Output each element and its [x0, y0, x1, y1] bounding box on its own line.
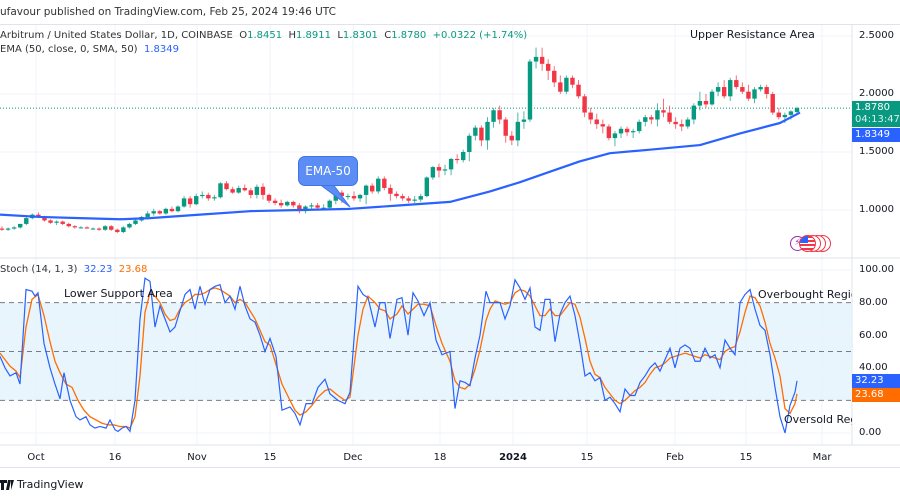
ema-legend[interactable]: EMA (50, close, 0, SMA, 50) 1.8349 — [0, 44, 179, 55]
stoch-k-tag: 32.23 — [852, 374, 900, 388]
time-tick: 15 — [263, 452, 277, 463]
stoch-d-value: 23.68 — [118, 264, 148, 275]
ema-label: EMA (50, close, 0, SMA, 50) — [0, 44, 138, 55]
tradingview-footer[interactable]: TradingView — [0, 478, 83, 491]
time-tick: 15 — [739, 452, 753, 463]
time-tick: 18 — [433, 452, 447, 463]
stoch-tick: 40.00 — [859, 362, 888, 373]
stoch-tick: 80.00 — [859, 297, 888, 308]
time-tick: Nov — [187, 452, 207, 463]
stoch-tick: 100.00 — [859, 264, 894, 275]
time-tick: Feb — [666, 452, 684, 463]
stoch-k-value: 32.23 — [83, 264, 113, 275]
change-value: +0.0322 (+1.74%) — [432, 30, 528, 41]
open-value: 1.8451 — [247, 30, 283, 41]
brand-name: TradingView — [17, 478, 84, 491]
time-tick: Dec — [343, 452, 363, 463]
stoch-tick: 60.00 — [859, 330, 888, 341]
header-divider — [0, 24, 900, 25]
stoch-d-tag: 23.68 — [852, 388, 900, 402]
time-tick: 2024 — [499, 452, 527, 463]
stoch-legend[interactable]: Stoch (14, 1, 3) 32.23 23.68 — [0, 264, 147, 275]
high-value: 1.8911 — [295, 30, 331, 41]
upper-resistance-annotation[interactable]: Upper Resistance Area — [690, 28, 815, 41]
time-tick: 16 — [108, 452, 122, 463]
footer-divider — [0, 467, 900, 468]
symbol-title: Arbitrum / United States Dollar, 1D, COI… — [0, 30, 233, 41]
stoch-tick: 0.00 — [859, 427, 882, 438]
events-icons[interactable]: ⚡ — [790, 235, 840, 253]
time-tick: Oct — [27, 452, 45, 463]
time-tick: Mar — [812, 452, 832, 463]
low-value: 1.8301 — [342, 30, 378, 41]
ema-value: 1.8349 — [143, 44, 179, 55]
close-value: 1.8780 — [391, 30, 427, 41]
ema-price-tag: 1.8349 — [852, 128, 900, 142]
lower-support-annotation[interactable]: Lower Support Area — [64, 287, 173, 300]
price-tick: 2.0000 — [859, 88, 894, 99]
price-tick: 1.0000 — [859, 204, 894, 215]
price-tick: 1.5000 — [859, 146, 894, 157]
price-tick: 2.5000 — [859, 30, 894, 41]
time-tick: 15 — [580, 452, 594, 463]
published-byline: ufavour published on TradingView.com, Fe… — [0, 6, 336, 18]
tradingview-logo-icon — [0, 479, 14, 490]
bar-countdown: 04:13:47 — [855, 114, 900, 125]
symbol-legend: Arbitrum / United States Dollar, 1D, COI… — [0, 30, 528, 41]
overbought-annotation[interactable]: Overbought Regio — [758, 288, 852, 301]
last-price: 1.8780 — [855, 102, 890, 113]
oversold-annotation[interactable]: Oversold Reg — [784, 413, 852, 426]
ema-50-callout[interactable]: EMA-50 — [298, 156, 358, 186]
last-price-tag: 1.8780 04:13:47 — [852, 101, 900, 127]
stoch-label: Stoch (14, 1, 3) — [0, 264, 78, 275]
us-flag-icon[interactable] — [799, 235, 816, 252]
